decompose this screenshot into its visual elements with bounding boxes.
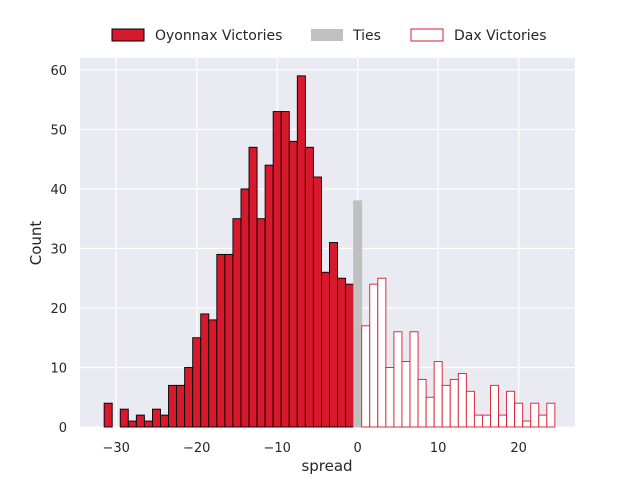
bar-dax-victories: [449, 378, 459, 428]
y-tick-label: 30: [50, 242, 67, 257]
legend-label-ties: Ties: [352, 28, 381, 44]
x-tick-label: 10: [430, 441, 447, 456]
bar-dax-victories: [385, 367, 395, 428]
y-tick-label: 0: [59, 421, 67, 436]
bar-dax-victories: [465, 390, 475, 428]
x-tick-label: −20: [183, 441, 210, 456]
legend: Oyonnax Victories Ties Dax Victories: [111, 28, 547, 44]
bar-dax-victories: [417, 378, 427, 428]
bar-dax-victories: [506, 390, 516, 428]
bar-oyonnax-victories: [329, 242, 339, 428]
legend-label-oyonnax-victories: Oyonnax Victories: [155, 28, 282, 44]
bar-oyonnax-victories: [240, 188, 250, 428]
bar-dax-victories: [457, 372, 467, 428]
bar-oyonnax-victories: [200, 313, 210, 428]
bar-oyonnax-victories: [184, 367, 194, 428]
y-tick-label: 60: [50, 64, 67, 79]
bar-oyonnax-victories: [256, 218, 266, 428]
y-tick-labels: 0 10 20 30 40 50 60: [50, 64, 67, 436]
bar-oyonnax-victories: [321, 271, 330, 428]
bar-oyonnax-victories: [248, 146, 258, 428]
bar-dax-victories: [514, 402, 524, 428]
bar-oyonnax-victories: [208, 319, 218, 428]
bar-oyonnax-victories: [103, 402, 113, 428]
bar-oyonnax-victories: [345, 283, 355, 428]
x-axis-label: spread: [301, 457, 352, 475]
bar-oyonnax-victories: [304, 146, 314, 428]
bar-dax-victories: [401, 361, 411, 428]
y-tick-label: 20: [50, 302, 67, 317]
bar-dax-victories: [546, 402, 556, 428]
x-tick-label: 20: [510, 441, 527, 456]
bar-oyonnax-victories: [272, 111, 282, 428]
x-tick-label: 0: [354, 441, 362, 456]
y-axis-label: Count: [27, 221, 45, 266]
bars-layer: [103, 75, 556, 428]
x-tick-label: −30: [103, 441, 130, 456]
legend-swatch-dax-victories: [410, 28, 444, 42]
bar-oyonnax-victories: [216, 253, 226, 428]
bar-oyonnax-victories: [296, 75, 306, 428]
bar-oyonnax-victories: [337, 277, 347, 428]
bar-dax-victories: [377, 277, 387, 428]
bar-ties: [353, 200, 363, 428]
bar-dax-victories: [441, 384, 451, 428]
legend-swatch-ties: [311, 29, 343, 41]
y-tick-label: 50: [50, 123, 67, 138]
bar-dax-victories: [481, 414, 491, 428]
bar-oyonnax-victories: [127, 420, 137, 428]
bar-dax-victories: [393, 331, 403, 428]
bar-oyonnax-victories: [224, 253, 234, 428]
x-tick-label: −10: [263, 441, 290, 456]
y-tick-label: 40: [50, 183, 67, 198]
bar-dax-victories: [409, 331, 419, 428]
bar-dax-victories: [361, 325, 371, 428]
bar-dax-victories: [538, 414, 548, 428]
bar-oyonnax-victories: [280, 111, 290, 428]
bar-oyonnax-victories: [143, 420, 153, 428]
bar-oyonnax-victories: [312, 176, 322, 428]
legend-label-dax-victories: Dax Victories: [454, 28, 547, 44]
bar-dax-victories: [473, 414, 483, 428]
bar-dax-victories: [530, 402, 540, 428]
bar-oyonnax-victories: [160, 414, 169, 428]
x-tick-labels: −30 −20 −10 0 10 20: [103, 441, 527, 456]
bar-dax-victories: [498, 414, 508, 428]
bar-dax-victories: [522, 420, 532, 428]
bar-oyonnax-victories: [232, 218, 242, 428]
bar-dax-victories: [425, 396, 435, 428]
bar-oyonnax-victories: [168, 384, 178, 428]
bar-oyonnax-victories: [192, 337, 202, 428]
bar-oyonnax-victories: [264, 164, 274, 428]
legend-swatch-oyonnax-victories: [111, 28, 145, 42]
bar-dax-victories: [490, 384, 499, 428]
bar-oyonnax-victories: [151, 408, 161, 428]
bar-oyonnax-victories: [288, 140, 298, 428]
bar-oyonnax-victories: [119, 408, 129, 428]
y-tick-label: 10: [50, 361, 67, 376]
bar-oyonnax-victories: [135, 414, 145, 428]
bar-dax-victories: [433, 361, 443, 428]
bar-oyonnax-victories: [176, 384, 186, 428]
bar-dax-victories: [369, 283, 379, 428]
